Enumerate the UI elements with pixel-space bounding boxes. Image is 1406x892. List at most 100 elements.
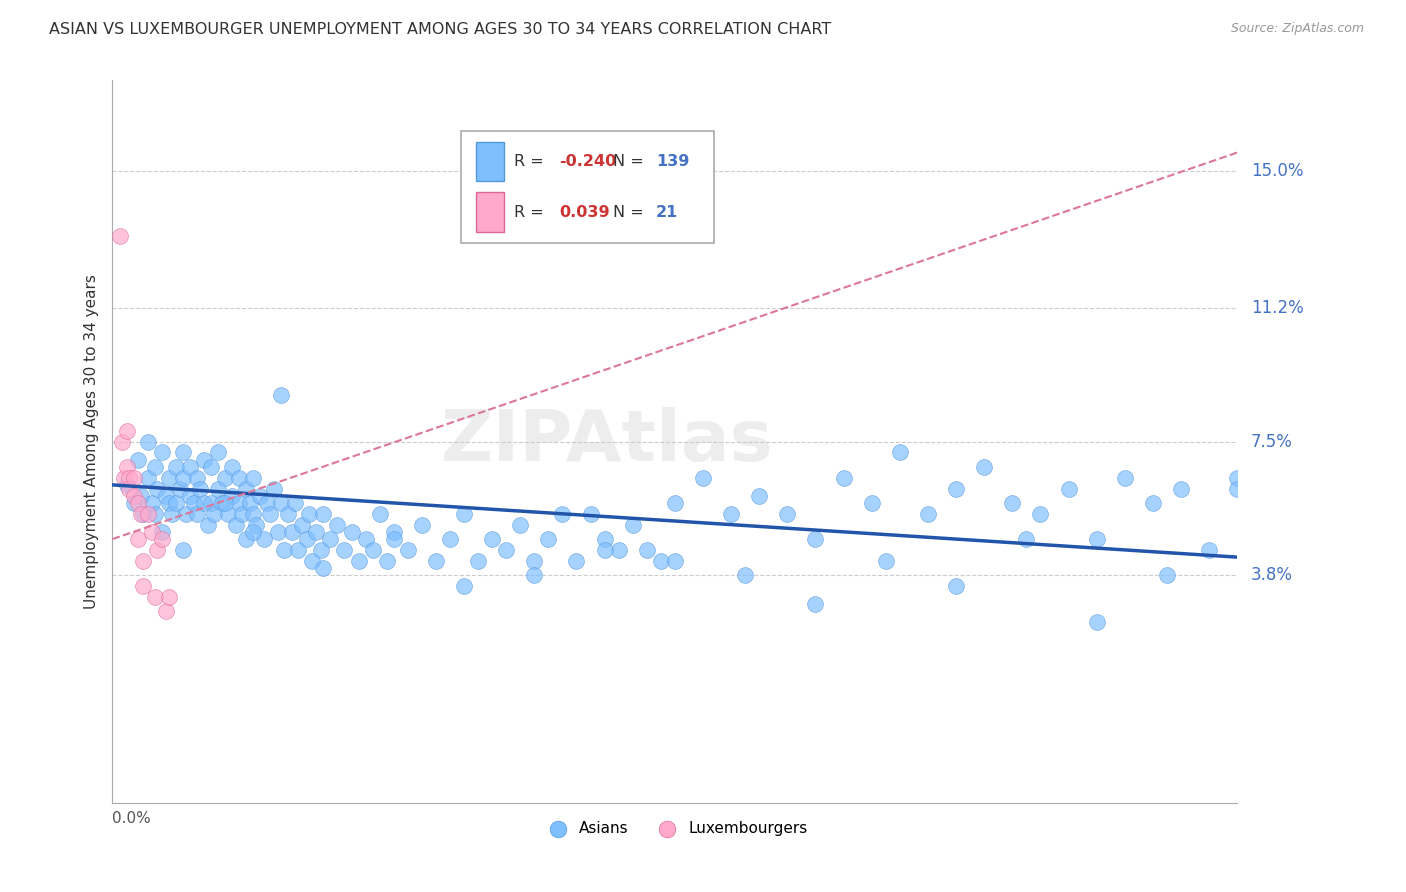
Point: [425, 554, 447, 568]
Point: [1001, 496, 1024, 510]
Point: [1085, 532, 1108, 546]
Point: [621, 517, 644, 532]
Point: [122, 470, 145, 484]
Point: [228, 496, 250, 510]
Point: [132, 579, 155, 593]
Point: [127, 532, 149, 546]
Point: [172, 542, 194, 557]
Point: [108, 228, 131, 243]
Point: [1170, 482, 1192, 496]
Point: [207, 445, 229, 459]
Point: [650, 554, 672, 568]
Point: [129, 507, 152, 521]
Point: [270, 387, 292, 401]
Point: [481, 532, 503, 546]
Point: [186, 507, 208, 521]
Point: [917, 507, 939, 521]
Text: 3.8%: 3.8%: [1251, 566, 1292, 584]
Point: [309, 542, 332, 557]
Point: [551, 507, 574, 521]
Legend: Asians, Luxembourgers: Asians, Luxembourgers: [536, 815, 814, 842]
Point: [115, 424, 138, 438]
Point: [295, 532, 318, 546]
Point: [174, 507, 197, 521]
Point: [253, 532, 276, 546]
Point: [284, 496, 307, 510]
Text: R =: R =: [515, 154, 548, 169]
Point: [193, 452, 215, 467]
Point: [860, 496, 883, 510]
Text: 11.2%: 11.2%: [1251, 299, 1303, 317]
Text: Source: ZipAtlas.com: Source: ZipAtlas.com: [1230, 22, 1364, 36]
Point: [368, 507, 391, 521]
Point: [150, 524, 173, 539]
Point: [211, 496, 233, 510]
Point: [1142, 496, 1164, 510]
Point: [228, 470, 250, 484]
Point: [157, 590, 180, 604]
Point: [122, 496, 145, 510]
Point: [136, 470, 159, 484]
Point: [172, 470, 194, 484]
Point: [281, 524, 304, 539]
Point: [179, 489, 201, 503]
Point: [179, 459, 201, 474]
Point: [143, 459, 166, 474]
Point: [157, 496, 180, 510]
Point: [973, 459, 995, 474]
Text: N =: N =: [613, 204, 650, 219]
Point: [411, 517, 433, 532]
Point: [249, 489, 271, 503]
FancyBboxPatch shape: [461, 131, 714, 243]
Point: [221, 459, 243, 474]
Point: [256, 496, 278, 510]
Point: [636, 542, 658, 557]
Point: [305, 524, 328, 539]
Point: [221, 489, 243, 503]
Text: 0.039: 0.039: [560, 204, 610, 219]
Point: [734, 568, 756, 582]
Bar: [475, 142, 503, 181]
Point: [245, 517, 267, 532]
Point: [242, 524, 264, 539]
Point: [523, 568, 546, 582]
Point: [382, 532, 405, 546]
Point: [267, 524, 290, 539]
Point: [333, 542, 356, 557]
Point: [291, 517, 314, 532]
Point: [287, 542, 309, 557]
Point: [143, 507, 166, 521]
Point: [565, 554, 588, 568]
Point: [312, 507, 335, 521]
Point: [225, 517, 247, 532]
Point: [832, 470, 855, 484]
Point: [1226, 470, 1249, 484]
Point: [776, 507, 799, 521]
Point: [115, 478, 138, 492]
Point: [1114, 470, 1136, 484]
Point: [1226, 482, 1249, 496]
Point: [111, 434, 134, 449]
Point: [312, 561, 335, 575]
Point: [207, 482, 229, 496]
Point: [127, 496, 149, 510]
Point: [200, 459, 222, 474]
Point: [155, 489, 177, 503]
Point: [235, 532, 257, 546]
Text: 139: 139: [655, 154, 689, 169]
Point: [804, 597, 827, 611]
Text: 21: 21: [655, 204, 678, 219]
Text: 7.5%: 7.5%: [1251, 433, 1292, 450]
Point: [453, 507, 475, 521]
Point: [129, 489, 152, 503]
Point: [945, 579, 967, 593]
Point: [143, 590, 166, 604]
Point: [273, 542, 295, 557]
Point: [132, 507, 155, 521]
Point: [200, 496, 222, 510]
Point: [217, 507, 239, 521]
Point: [183, 496, 205, 510]
Point: [361, 542, 384, 557]
Point: [214, 496, 236, 510]
Text: N =: N =: [613, 154, 650, 169]
